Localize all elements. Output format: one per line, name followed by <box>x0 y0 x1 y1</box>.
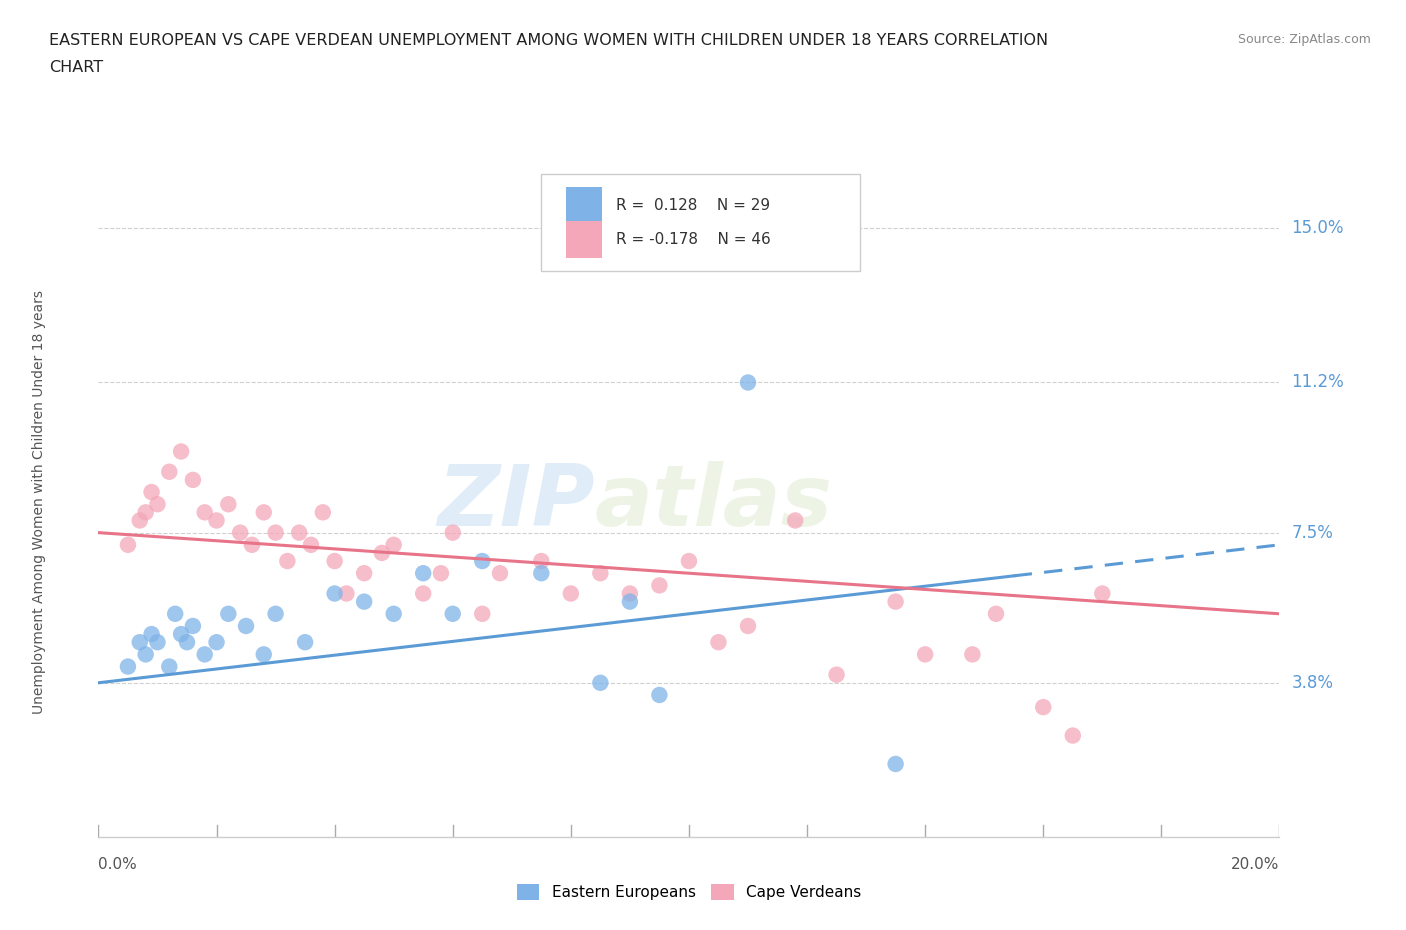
Point <box>984 606 1007 621</box>
Point <box>589 675 612 690</box>
Point <box>914 647 936 662</box>
Text: Source: ZipAtlas.com: Source: ZipAtlas.com <box>1237 33 1371 46</box>
Point <box>1032 699 1054 714</box>
Point <box>785 513 807 528</box>
Point <box>194 647 217 662</box>
Text: Unemployment Among Women with Children Under 18 years: Unemployment Among Women with Children U… <box>32 290 46 714</box>
Point <box>276 553 298 568</box>
Point <box>619 586 641 601</box>
Point <box>884 594 907 609</box>
Point <box>353 565 375 580</box>
Point <box>299 538 322 552</box>
Text: 20.0%: 20.0% <box>1232 857 1279 872</box>
Point <box>128 635 150 650</box>
Point <box>312 505 335 520</box>
Point <box>619 594 641 609</box>
Point <box>170 627 193 642</box>
Point <box>253 505 276 520</box>
Point <box>217 497 239 512</box>
Text: CHART: CHART <box>49 60 103 75</box>
FancyBboxPatch shape <box>567 188 602 224</box>
Point <box>825 667 848 682</box>
Point <box>412 565 434 580</box>
Legend: Eastern Europeans, Cape Verdeans: Eastern Europeans, Cape Verdeans <box>510 878 868 907</box>
Point <box>323 553 346 568</box>
Point <box>253 647 276 662</box>
Point <box>181 618 204 633</box>
FancyBboxPatch shape <box>541 174 860 272</box>
Point <box>117 538 139 552</box>
Point <box>135 647 157 662</box>
Point <box>240 538 263 552</box>
Point <box>1062 728 1084 743</box>
Point <box>382 606 405 621</box>
Point <box>176 635 198 650</box>
Point <box>117 659 139 674</box>
Point <box>264 606 287 621</box>
Text: 3.8%: 3.8% <box>1291 674 1333 692</box>
Point <box>530 553 553 568</box>
Point <box>441 525 464 540</box>
Point <box>489 565 512 580</box>
Point <box>648 578 671 592</box>
Point <box>353 594 375 609</box>
Point <box>648 687 671 702</box>
Point <box>430 565 453 580</box>
Point <box>146 635 169 650</box>
Text: 15.0%: 15.0% <box>1291 219 1344 237</box>
Text: atlas: atlas <box>595 460 832 544</box>
Point <box>412 586 434 601</box>
Point <box>157 464 180 479</box>
Text: R =  0.128    N = 29: R = 0.128 N = 29 <box>616 198 770 213</box>
Point <box>707 635 730 650</box>
Point <box>294 635 316 650</box>
Point <box>128 513 150 528</box>
Point <box>205 513 228 528</box>
Text: R = -0.178    N = 46: R = -0.178 N = 46 <box>616 232 770 246</box>
Point <box>737 375 759 390</box>
Point <box>441 606 464 621</box>
Point <box>141 485 163 499</box>
Text: 7.5%: 7.5% <box>1291 524 1333 541</box>
Point <box>141 627 163 642</box>
Text: EASTERN EUROPEAN VS CAPE VERDEAN UNEMPLOYMENT AMONG WOMEN WITH CHILDREN UNDER 18: EASTERN EUROPEAN VS CAPE VERDEAN UNEMPLO… <box>49 33 1049 47</box>
Point <box>217 606 239 621</box>
Point <box>323 586 346 601</box>
Point <box>146 497 169 512</box>
Text: 11.2%: 11.2% <box>1291 374 1344 392</box>
Point <box>471 606 494 621</box>
Point <box>135 505 157 520</box>
Point <box>205 635 228 650</box>
Text: ZIP: ZIP <box>437 460 595 544</box>
Point <box>884 756 907 771</box>
Point <box>1091 586 1114 601</box>
Point <box>371 546 394 561</box>
Point <box>962 647 984 662</box>
Point <box>170 444 193 458</box>
Text: 0.0%: 0.0% <box>98 857 138 872</box>
Point <box>235 618 257 633</box>
Point <box>530 565 553 580</box>
Point <box>737 618 759 633</box>
Point <box>288 525 311 540</box>
Point <box>589 565 612 580</box>
Point <box>382 538 405 552</box>
Point <box>560 586 582 601</box>
Point <box>471 553 494 568</box>
Point <box>335 586 357 601</box>
Point <box>194 505 217 520</box>
Point <box>181 472 204 487</box>
Point <box>165 606 187 621</box>
Point <box>678 553 700 568</box>
FancyBboxPatch shape <box>567 221 602 258</box>
Point <box>157 659 180 674</box>
Point <box>229 525 252 540</box>
Point <box>264 525 287 540</box>
